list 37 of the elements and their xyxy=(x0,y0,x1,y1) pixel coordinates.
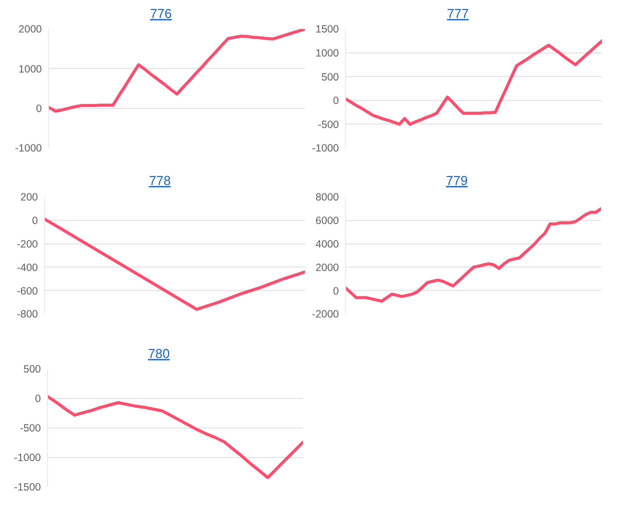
chart-title: 776 xyxy=(150,6,172,21)
y-tick-label: 500 xyxy=(321,71,340,84)
y-tick-label: 0 xyxy=(333,95,340,108)
y-tick-label: 4000 xyxy=(316,238,340,250)
line-series xyxy=(49,29,305,113)
line-series xyxy=(346,39,602,126)
y-tick-label: -1500 xyxy=(14,482,42,494)
y-tick-label: -200 xyxy=(16,238,38,250)
y-tick-label: 1000 xyxy=(18,63,42,76)
y-tick-label: -600 xyxy=(16,285,38,298)
y-tick-label: 0 xyxy=(36,103,42,116)
y-tick-label: 8000 xyxy=(316,192,340,204)
y-tick-label: -1000 xyxy=(14,452,42,464)
y-tick-label: -800 xyxy=(16,308,38,321)
y-tick-label: 6000 xyxy=(316,215,340,228)
y-tick-label: 1000 xyxy=(316,47,340,60)
chart-title: 780 xyxy=(148,346,170,361)
y-tick-label: 0 xyxy=(35,393,42,406)
y-tick-label: -1000 xyxy=(312,142,340,155)
y-tick-label: 2000 xyxy=(316,262,340,274)
y-tick-label: 1500 xyxy=(316,24,340,36)
y-tick-label: -1000 xyxy=(15,142,42,155)
y-tick-label: -500 xyxy=(20,422,42,435)
y-tick-label: 0 xyxy=(333,285,340,298)
line-series xyxy=(346,207,601,303)
y-tick-label: 0 xyxy=(32,215,38,228)
chart-title: 777 xyxy=(447,6,469,21)
line-series xyxy=(45,218,305,311)
y-tick-label: 200 xyxy=(20,192,38,204)
chart-title: 778 xyxy=(149,173,171,188)
y-tick-label: 2000 xyxy=(18,24,42,36)
line-series xyxy=(48,395,303,480)
y-tick-label: 500 xyxy=(23,364,42,376)
y-tick-label: -400 xyxy=(16,262,38,274)
chart-title: 779 xyxy=(446,173,468,188)
y-tick-label: -2000 xyxy=(312,308,340,321)
y-tick-label: -500 xyxy=(318,118,340,131)
